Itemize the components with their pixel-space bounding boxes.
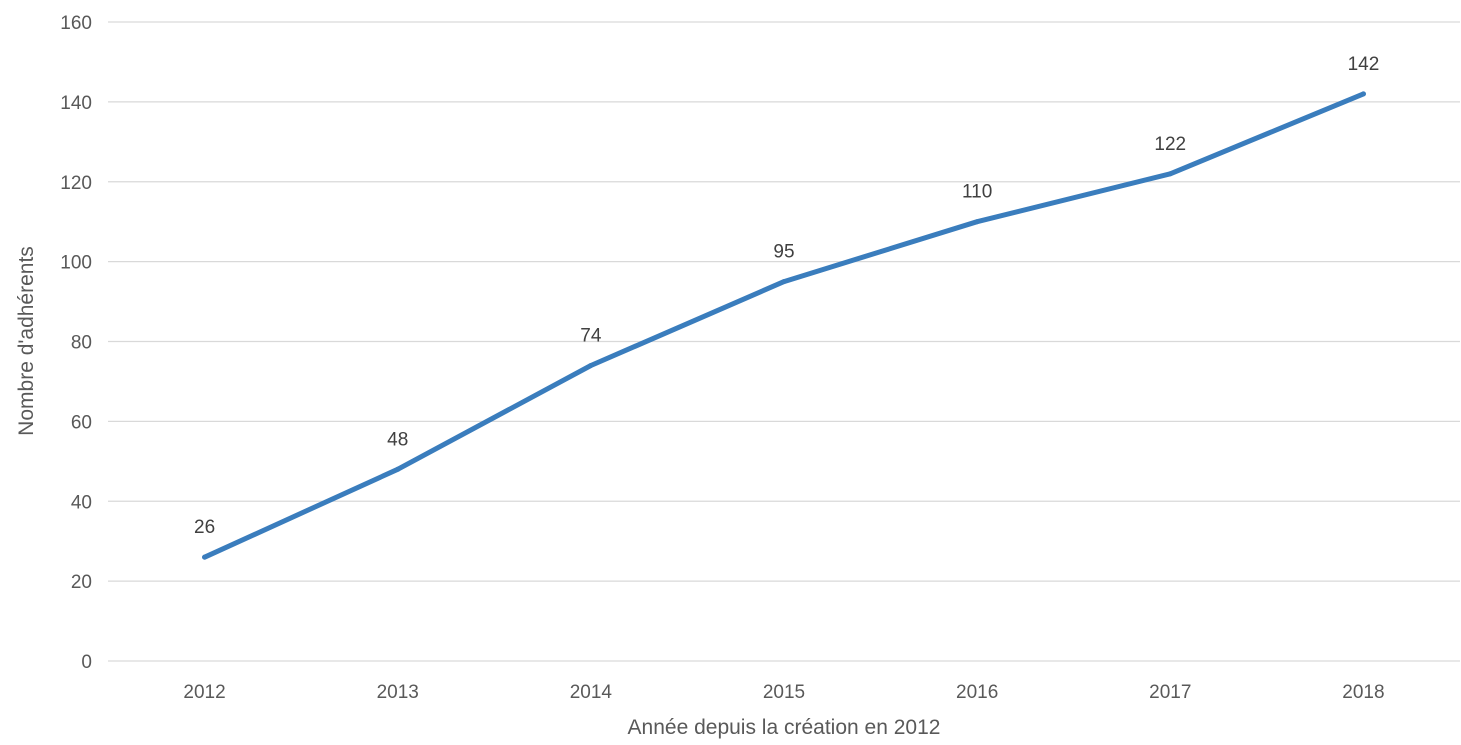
x-axis-title: Année depuis la création en 2012	[628, 716, 941, 739]
y-axis-ticks: 0 20 40 60 80 100 120 140 160	[60, 13, 92, 673]
y-tick-label: 100	[60, 253, 92, 274]
x-tick-label: 2015	[763, 682, 805, 703]
series-layer	[202, 91, 1366, 560]
x-tick-label: 2018	[1342, 682, 1384, 703]
y-tick-label: 60	[71, 412, 92, 433]
data-label: 26	[194, 517, 215, 538]
y-tick-label: 140	[60, 93, 92, 114]
data-point	[781, 279, 787, 285]
y-tick-label: 0	[81, 652, 92, 673]
y-tick-label: 80	[71, 333, 92, 354]
data-point	[974, 219, 980, 225]
x-tick-label: 2014	[570, 682, 613, 703]
data-point	[1360, 91, 1366, 97]
data-label: 95	[773, 242, 794, 263]
gridlines	[108, 21, 1460, 662]
y-axis-title: Nombre d'adhérents	[15, 246, 38, 436]
data-label: 110	[962, 182, 992, 203]
data-point	[588, 362, 594, 368]
y-tick-label: 40	[71, 492, 92, 513]
y-tick-label: 20	[71, 572, 92, 593]
x-axis-ticks: 2012 2013 2014 2015 2016 2017 2018	[183, 682, 1384, 703]
data-labels: 26 48 74 95 110 122 142	[194, 54, 1379, 538]
x-tick-label: 2016	[956, 682, 998, 703]
data-label: 48	[387, 429, 408, 450]
x-tick-label: 2012	[183, 682, 225, 703]
x-tick-label: 2013	[377, 682, 419, 703]
data-label: 74	[580, 325, 602, 346]
data-point	[1167, 171, 1173, 177]
data-label: 122	[1154, 134, 1186, 155]
x-tick-label: 2017	[1149, 682, 1191, 703]
data-point	[202, 554, 208, 560]
y-tick-label: 160	[60, 13, 92, 34]
series-line	[202, 91, 1366, 560]
data-label: 142	[1348, 54, 1380, 75]
data-point	[395, 466, 401, 472]
y-tick-label: 120	[60, 173, 92, 194]
